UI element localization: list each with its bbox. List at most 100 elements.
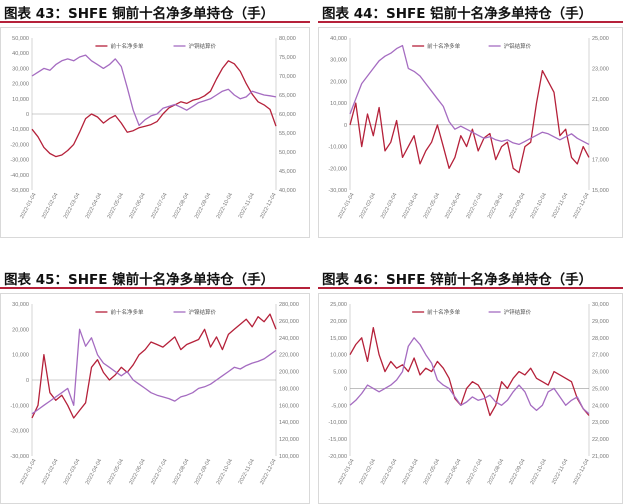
y-left-tick-label: 10,000 (330, 101, 347, 107)
x-tick-label: 2022-12-04 (572, 458, 591, 486)
x-tick-label: 2022-07-04 (465, 192, 484, 220)
x-tick-label: 2022-01-04 (337, 458, 356, 486)
y-left-tick-label: -50,000 (10, 188, 29, 194)
chart-title: 图表 44：SHFE 铝前十名净多单持仓（手） (322, 6, 593, 22)
y-right-tick-label: 75,000 (279, 55, 296, 61)
chart-panel-copper: 图表 43：SHFE 铜前十名净多单持仓（手） 50,000 40,000 30,0… (0, 0, 310, 238)
y-left-tick-label: 15,000 (330, 336, 347, 342)
title-underline (0, 287, 310, 289)
y-left-tick-label: -30,000 (10, 454, 29, 460)
y-right-tick-label: 240,000 (279, 336, 299, 342)
x-tick-label: 2022-09-04 (194, 192, 213, 220)
y-left-tick-label: 0 (26, 112, 29, 118)
y-left-tick-label: 0 (26, 378, 29, 384)
x-tick-label: 2022-08-04 (172, 458, 191, 486)
legend-label-price: 沪锌结算价 (504, 308, 532, 316)
x-tick-label: 2022-02-04 (41, 458, 60, 486)
series-net-long-line (31, 313, 277, 419)
series-price-line (31, 328, 277, 415)
chart-svg: 25,000 20,000 15,000 10,000 5,000 0 -5,000 -10,… (328, 302, 609, 486)
y-right-tick-label: 160,000 (279, 403, 299, 409)
title-underline (318, 287, 623, 289)
x-tick-label: 2022-10-04 (216, 458, 235, 486)
title-underline (0, 21, 310, 23)
y-right-tick-label: 22,000 (592, 437, 609, 443)
y-left-tick-label: -20,000 (10, 142, 29, 148)
y-right-tick-label: 45,000 (279, 169, 296, 175)
x-tick-label: 2022-06-04 (128, 458, 147, 486)
y-left-tick-label: -15,000 (328, 437, 347, 443)
x-tick-label: 2022-11-04 (551, 458, 569, 485)
y-right-tick-label: 25,000 (592, 36, 609, 42)
series-net-long-line (349, 326, 590, 417)
y-right-tick-label: 28,000 (592, 336, 609, 342)
chart-title: 图表 43：SHFE 铜前十名净多单持仓（手） (4, 6, 275, 22)
y-left-tick-label: 40,000 (330, 36, 347, 42)
x-tick-label: 2022-11-04 (238, 192, 256, 219)
chart-frame (0, 27, 310, 238)
x-tick-label: 2022-07-04 (465, 458, 484, 486)
x-tick-label: 2022-10-04 (216, 192, 235, 220)
chart-title: 图表 45：SHFE 镍前十名净多单持仓（手） (4, 272, 275, 288)
x-tick-label: 2022-01-04 (19, 458, 38, 486)
series-net-long-line (31, 60, 277, 158)
title-underline (318, 21, 623, 23)
y-right-tick-label: 180,000 (279, 386, 299, 392)
x-tick-label: 2022-09-04 (508, 192, 527, 220)
x-tick-label: 2022-10-04 (530, 458, 549, 486)
y-right-tick-label: 17,000 (592, 158, 609, 164)
y-right-tick-label: 23,000 (592, 420, 609, 426)
y-left-tick-label: -20,000 (10, 429, 29, 435)
x-tick-label: 2022-05-04 (107, 192, 126, 220)
y-right-tick-label: 21,000 (592, 97, 609, 103)
y-left-tick-label: 20,000 (12, 327, 29, 333)
y-right-tick-label: 15,000 (592, 188, 609, 194)
legend-label-net-long: 前十名净多单 (110, 308, 144, 316)
y-left-tick-label: 20,000 (330, 79, 347, 85)
y-right-tick-label: 19,000 (592, 127, 609, 133)
y-right-tick-label: 23,000 (592, 66, 609, 72)
y-right-tick-label: 55,000 (279, 131, 296, 137)
x-tick-label: 2022-01-04 (337, 192, 356, 220)
y-left-tick-label: -10,000 (10, 127, 29, 133)
y-left-tick-label: 30,000 (330, 58, 347, 64)
x-tick-label: 2022-09-04 (194, 458, 213, 486)
series-price-line (349, 44, 590, 146)
y-left-tick-label: -10,000 (328, 420, 347, 426)
legend-label-net-long: 前十名净多单 (427, 308, 461, 316)
x-tick-label: 2022-07-04 (150, 458, 169, 486)
x-tick-label: 2022-06-04 (444, 192, 463, 220)
x-tick-label: 2022-04-04 (401, 458, 420, 486)
y-left-tick-label: 10,000 (12, 353, 29, 359)
y-right-tick-label: 220,000 (279, 353, 299, 359)
y-right-tick-label: 200,000 (279, 370, 299, 376)
y-right-tick-label: 29,000 (592, 319, 609, 325)
y-left-tick-label: -20,000 (328, 454, 347, 460)
y-left-tick-label: 50,000 (12, 36, 29, 42)
chart-title: 图表 46：SHFE 锌前十名净多单持仓（手） (322, 272, 593, 288)
x-tick-label: 2022-05-04 (423, 192, 442, 220)
x-tick-label: 2022-04-04 (85, 458, 104, 486)
y-left-tick-label: 10,000 (12, 97, 29, 103)
y-right-tick-label: 100,000 (279, 454, 299, 460)
series-price-line (349, 337, 590, 415)
y-left-tick-label: -5,000 (331, 403, 347, 409)
y-left-tick-label: -10,000 (10, 403, 29, 409)
x-tick-label: 2022-10-04 (530, 192, 549, 220)
y-right-tick-label: 80,000 (279, 36, 296, 42)
legend-label-price: 沪镍结算价 (189, 308, 217, 316)
y-left-tick-label: 5,000 (333, 370, 347, 376)
legend-label-price: 沪铜结算价 (189, 42, 217, 50)
legend-label-net-long: 前十名净多单 (110, 42, 144, 50)
y-right-tick-label: 65,000 (279, 93, 296, 99)
y-left-tick-label: -10,000 (328, 145, 347, 151)
y-left-tick-label: 25,000 (330, 302, 347, 308)
y-right-tick-label: 280,000 (279, 302, 299, 308)
y-right-tick-label: 25,000 (592, 386, 609, 392)
x-tick-label: 2022-11-04 (238, 458, 256, 485)
y-left-tick-label: 30,000 (12, 66, 29, 72)
x-tick-label: 2022-07-04 (150, 192, 169, 220)
chart-panel-aluminum: 图表 44：SHFE 铝前十名净多单持仓（手） 40,000 30,000 20,0… (318, 0, 623, 238)
series-price-line (31, 54, 277, 127)
x-tick-label: 2022-02-04 (41, 192, 60, 220)
